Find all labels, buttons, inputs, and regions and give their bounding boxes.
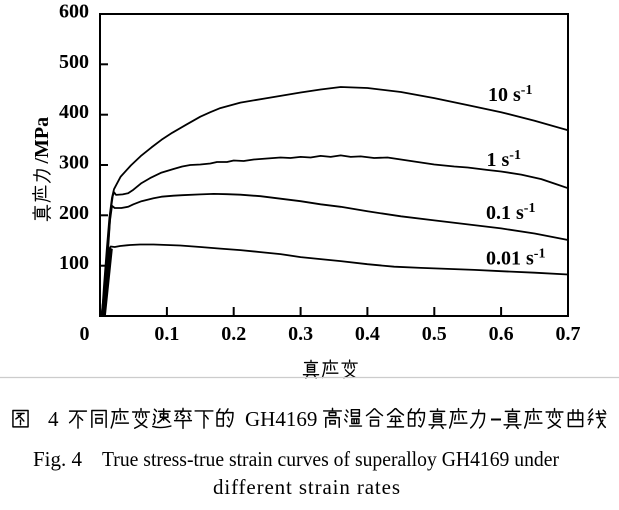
svg-text:GH4169: GH4169 [245, 407, 317, 431]
svg-text:0: 0 [80, 323, 90, 345]
svg-text:4: 4 [48, 407, 59, 431]
svg-text:600: 600 [59, 1, 89, 23]
svg-text:0.7: 0.7 [556, 323, 581, 345]
svg-text:100: 100 [59, 252, 89, 274]
svg-text:Fig. 4: Fig. 4 [33, 447, 83, 471]
svg-text:0.1 s-1: 0.1 s-1 [486, 201, 535, 224]
svg-text:True stress-true strain curves: True stress-true strain curves of supera… [102, 447, 559, 471]
svg-text:400: 400 [59, 101, 89, 123]
svg-text:0.3: 0.3 [288, 323, 313, 345]
svg-text:different strain rates: different strain rates [213, 475, 400, 499]
svg-text:200: 200 [59, 202, 89, 224]
svg-text:0.5: 0.5 [422, 323, 447, 345]
svg-text:0.6: 0.6 [489, 323, 514, 345]
svg-text:/MPa: /MPa [31, 117, 53, 165]
svg-text:0.4: 0.4 [355, 323, 380, 345]
svg-text:300: 300 [59, 152, 89, 174]
svg-text:0.01 s-1: 0.01 s-1 [486, 247, 545, 270]
svg-text:0.2: 0.2 [221, 323, 246, 345]
svg-text:0.1: 0.1 [154, 323, 179, 345]
svg-text:500: 500 [59, 51, 89, 73]
